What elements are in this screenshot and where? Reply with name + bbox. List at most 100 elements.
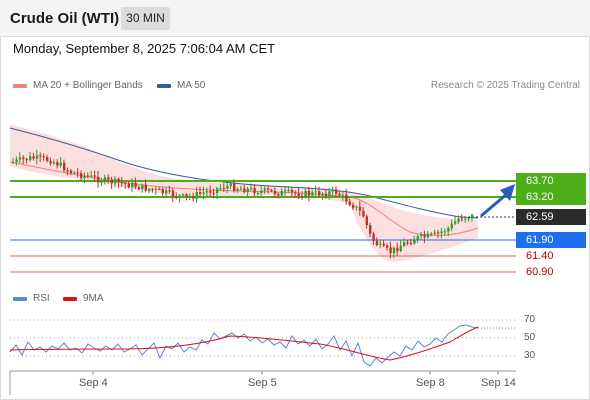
candle-body	[358, 206, 362, 211]
candle-body	[403, 242, 406, 246]
candle-body	[406, 242, 409, 244]
candle-body	[437, 232, 440, 234]
candle-body	[239, 188, 243, 190]
candle-body	[110, 179, 113, 184]
rsi-swatch	[13, 296, 27, 301]
candle-body	[314, 191, 317, 193]
candle-body	[297, 193, 300, 197]
candle-body	[93, 175, 96, 177]
candle-body	[399, 245, 402, 252]
candle-body	[97, 176, 100, 183]
candle-body	[430, 233, 433, 235]
level-label-last: 62.59	[516, 209, 586, 225]
candle-body	[117, 178, 120, 183]
candle-body	[311, 192, 314, 196]
candle-body	[253, 188, 256, 194]
timeframe-button[interactable]: 30 MIN	[121, 7, 170, 30]
level-label-s1: 61.40	[526, 250, 554, 262]
candle-body	[80, 173, 83, 178]
credit-text: Research © 2025 Trading Central	[430, 80, 580, 91]
candle-body	[233, 183, 236, 191]
candle-body	[464, 218, 467, 220]
candle-body	[331, 189, 334, 192]
candle-body	[352, 204, 355, 208]
candle-body	[188, 196, 192, 198]
candle-body	[192, 196, 195, 199]
candle-body	[471, 214, 474, 219]
timestamp: Monday, September 8, 2025 7:06:04 AM CET	[13, 41, 276, 56]
legend-ma20: MA 20 + Bollinger Bands	[13, 80, 143, 91]
candle-body	[154, 188, 158, 190]
candle-body	[389, 247, 392, 253]
candle-body	[151, 189, 154, 191]
candle-body	[29, 156, 32, 161]
forecast-arrow-shaft	[480, 191, 509, 218]
rsi-axis-70: 70	[524, 314, 536, 325]
candle-body	[168, 190, 171, 192]
candle-body	[365, 216, 368, 226]
candle-body	[375, 240, 379, 245]
candle-body	[141, 184, 144, 190]
candle-body	[263, 188, 266, 191]
rsi-axis-50: 50	[524, 332, 536, 343]
candle-body	[35, 155, 39, 159]
candle-body	[335, 189, 338, 194]
candle-body	[321, 193, 324, 196]
rsi-line	[9, 324, 479, 367]
candle-body	[25, 159, 28, 161]
candle-body	[423, 234, 426, 238]
candle-body	[199, 192, 202, 194]
candle-body	[90, 175, 93, 177]
forecast-arrow-head	[500, 184, 515, 201]
candle-body	[328, 191, 331, 197]
legend-rsi-ma: 9MA	[63, 293, 104, 304]
candle-body	[120, 182, 124, 184]
candle-body	[467, 218, 470, 220]
candle-body	[260, 190, 263, 193]
candle-body	[420, 234, 423, 237]
candle-body	[362, 210, 365, 217]
candle-body	[46, 157, 49, 161]
candle-body	[100, 181, 103, 183]
candle-body	[209, 191, 212, 193]
candle-body	[355, 206, 358, 208]
candle-body	[226, 185, 229, 189]
x-label-sep8: Sep 8	[416, 377, 445, 389]
candle-body	[307, 190, 311, 196]
rsi-label: RSI	[33, 293, 50, 304]
candle-body	[127, 183, 130, 188]
level-label-r2: 63.70	[516, 173, 586, 189]
candle-body	[137, 187, 141, 190]
candle-body	[379, 243, 382, 245]
candle-body	[124, 183, 127, 185]
candle-body	[202, 192, 205, 194]
candle-body	[250, 188, 253, 190]
candle-body	[243, 188, 246, 193]
candle-body	[440, 231, 443, 233]
candle-body	[460, 218, 464, 220]
candle-body	[222, 188, 226, 190]
candle-body	[59, 162, 62, 166]
candle-body	[15, 159, 18, 162]
candle-body	[107, 177, 110, 180]
candle-body	[372, 233, 375, 241]
candle-body	[396, 247, 399, 252]
candle-body	[457, 218, 460, 222]
candle-body	[69, 170, 73, 173]
candle-body	[348, 201, 351, 205]
candle-body	[66, 170, 69, 172]
x-label-sep5: Sep 5	[248, 377, 277, 389]
ma50-label: MA 50	[177, 80, 206, 91]
candle-body	[161, 189, 164, 194]
level-label-s2: 60.90	[526, 266, 554, 278]
header-bar: Crude Oil (WTI) 30 MIN	[0, 0, 590, 37]
candle-body	[341, 194, 345, 196]
ma20-swatch	[13, 83, 27, 88]
candle-body	[216, 188, 219, 194]
candle-body	[236, 189, 239, 191]
candle-body	[416, 236, 419, 241]
candle-body	[294, 192, 297, 194]
candle-body	[86, 175, 90, 177]
candle-body	[280, 191, 283, 196]
candle-body	[195, 192, 198, 199]
